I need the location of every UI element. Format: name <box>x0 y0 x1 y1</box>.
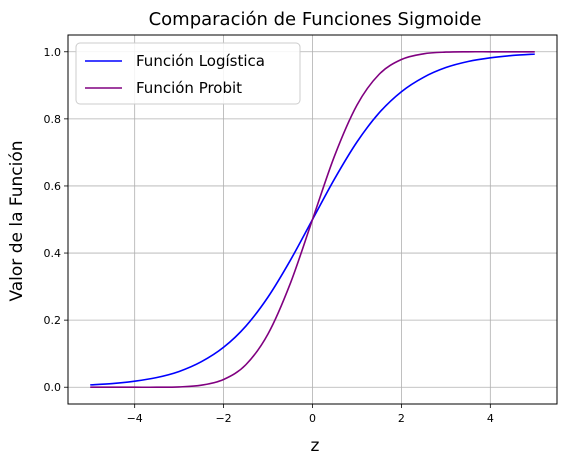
y-axis: 0.0 0.2 0.4 0.6 0.8 1.0 <box>44 46 68 394</box>
y-tick-label: 0.6 <box>44 180 62 193</box>
x-tick-label: 2 <box>398 412 405 425</box>
x-tick-label: 0 <box>309 412 316 425</box>
x-axis-title: z <box>311 436 320 456</box>
x-tick-label: 4 <box>487 412 494 425</box>
legend-label-1: Función Logística <box>136 52 265 70</box>
y-tick-label: 0.2 <box>44 314 62 327</box>
legend-box <box>75 42 301 105</box>
x-tick-label: −2 <box>215 412 231 425</box>
legend: Función Logística Función Probit <box>75 42 301 105</box>
chart-title: Comparación de Funciones Sigmoide <box>149 9 482 30</box>
y-tick-label: 1.0 <box>44 46 62 59</box>
series-line-2 <box>90 50 535 389</box>
y-tick-label: 0.8 <box>44 113 62 126</box>
x-tick-label: −4 <box>127 412 143 425</box>
y-axis-title: Valor de la Función <box>7 140 27 301</box>
plot-lines <box>90 50 535 389</box>
y-tick-label: 0.0 <box>44 381 62 394</box>
x-axis: −4 −2 0 2 4 <box>127 404 494 425</box>
y-tick-label: 0.4 <box>44 247 62 260</box>
legend-label-2: Función Probit <box>136 79 242 97</box>
